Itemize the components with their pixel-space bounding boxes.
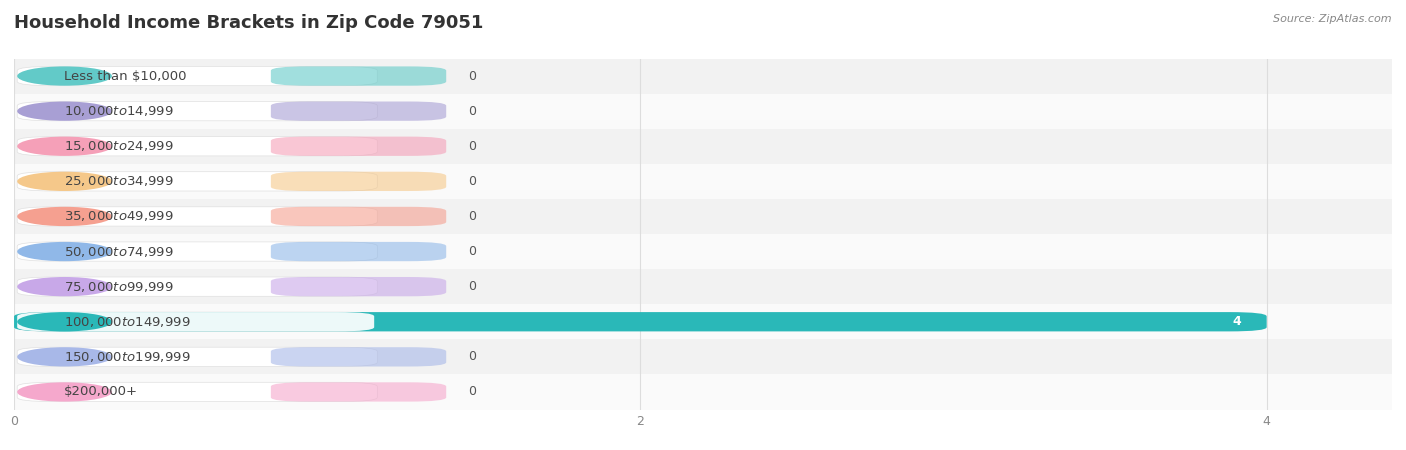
FancyBboxPatch shape: [17, 172, 377, 191]
Text: $35,000 to $49,999: $35,000 to $49,999: [65, 209, 174, 224]
Bar: [14, 58, 1392, 94]
Text: 0: 0: [468, 245, 477, 258]
Text: 4: 4: [1233, 315, 1241, 328]
FancyBboxPatch shape: [17, 347, 377, 366]
Text: $50,000 to $74,999: $50,000 to $74,999: [65, 244, 174, 259]
Text: $15,000 to $24,999: $15,000 to $24,999: [65, 139, 174, 153]
Bar: [14, 129, 1392, 164]
Bar: [14, 374, 1392, 410]
Bar: [14, 269, 1392, 304]
Bar: [14, 199, 1392, 234]
Ellipse shape: [17, 347, 112, 366]
FancyBboxPatch shape: [271, 242, 446, 261]
FancyBboxPatch shape: [17, 277, 377, 296]
Text: 0: 0: [468, 140, 477, 153]
Text: Less than $10,000: Less than $10,000: [65, 70, 187, 82]
Text: $150,000 to $199,999: $150,000 to $199,999: [65, 350, 191, 364]
FancyBboxPatch shape: [17, 207, 377, 226]
FancyBboxPatch shape: [17, 312, 374, 331]
FancyBboxPatch shape: [17, 102, 377, 121]
Bar: [14, 94, 1392, 129]
Ellipse shape: [17, 137, 112, 156]
FancyBboxPatch shape: [271, 277, 446, 296]
Text: 0: 0: [468, 351, 477, 363]
FancyBboxPatch shape: [271, 347, 446, 366]
Ellipse shape: [17, 277, 112, 296]
Text: 0: 0: [468, 210, 477, 223]
Ellipse shape: [17, 312, 112, 331]
Text: Household Income Brackets in Zip Code 79051: Household Income Brackets in Zip Code 79…: [14, 14, 484, 32]
Ellipse shape: [17, 242, 112, 261]
FancyBboxPatch shape: [17, 312, 377, 331]
Text: 0: 0: [468, 70, 477, 82]
Text: $10,000 to $14,999: $10,000 to $14,999: [65, 104, 174, 118]
FancyBboxPatch shape: [271, 207, 446, 226]
Text: Source: ZipAtlas.com: Source: ZipAtlas.com: [1274, 14, 1392, 23]
Text: 0: 0: [468, 386, 477, 398]
Text: 0: 0: [468, 175, 477, 188]
Ellipse shape: [17, 102, 112, 121]
FancyBboxPatch shape: [271, 382, 446, 401]
FancyBboxPatch shape: [17, 137, 377, 156]
Bar: [14, 164, 1392, 199]
Text: $75,000 to $99,999: $75,000 to $99,999: [65, 279, 174, 294]
FancyBboxPatch shape: [17, 67, 377, 86]
FancyBboxPatch shape: [271, 137, 446, 156]
FancyBboxPatch shape: [271, 67, 446, 86]
Ellipse shape: [17, 172, 112, 191]
Text: 0: 0: [468, 280, 477, 293]
Ellipse shape: [17, 312, 112, 331]
Bar: [14, 234, 1392, 269]
Ellipse shape: [17, 207, 112, 226]
Bar: [14, 339, 1392, 374]
Ellipse shape: [17, 67, 112, 86]
Text: $25,000 to $34,999: $25,000 to $34,999: [65, 174, 174, 189]
Bar: [14, 304, 1392, 339]
FancyBboxPatch shape: [14, 312, 1267, 331]
Text: 0: 0: [468, 105, 477, 117]
FancyBboxPatch shape: [271, 102, 446, 121]
Text: $100,000 to $149,999: $100,000 to $149,999: [65, 315, 191, 329]
FancyBboxPatch shape: [271, 172, 446, 191]
FancyBboxPatch shape: [17, 242, 377, 261]
Ellipse shape: [17, 382, 112, 401]
FancyBboxPatch shape: [17, 382, 377, 401]
Text: $200,000+: $200,000+: [65, 386, 138, 398]
